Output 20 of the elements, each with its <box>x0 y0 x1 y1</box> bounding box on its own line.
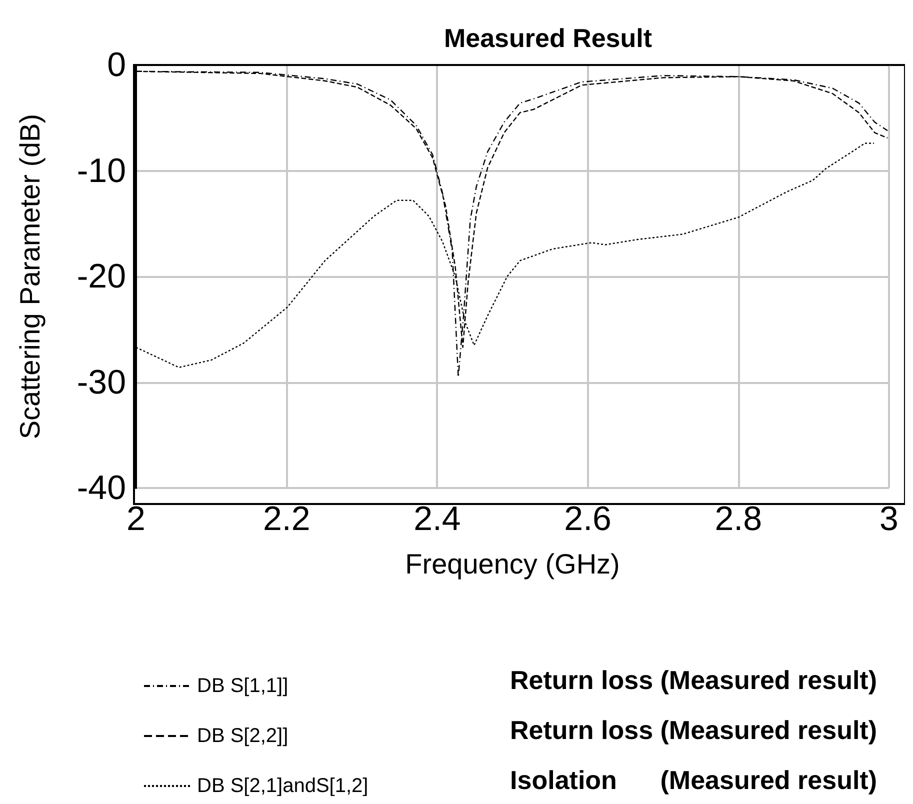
chart-title: Measured Result <box>444 23 652 53</box>
text: Isolation (Measured result) <box>510 765 878 795</box>
y-tick-label: -30 <box>76 363 126 402</box>
y-tick-label: 0 <box>107 46 126 84</box>
text: Return loss (Measured result) <box>510 715 878 745</box>
legend-label: DB S[1,1]] <box>197 675 288 697</box>
y-tick-label: -20 <box>76 258 126 296</box>
x-tick-label: 2.4 <box>414 500 461 538</box>
legend-label: DB S[2,1]andS[1,2] <box>197 775 368 797</box>
x-tick-label: 3 <box>880 500 898 538</box>
x-tick-label: 2.2 <box>262 500 310 538</box>
x-tick-label: 2 <box>126 500 146 538</box>
y-tick-label: -40 <box>76 469 126 507</box>
text: Return loss (Measured result) <box>510 665 878 695</box>
legend-label: DB S[2,2]] <box>197 725 288 747</box>
x-tick-label: 2.6 <box>564 500 612 538</box>
y-axis-title: Scattering Parameter (dB) <box>14 114 46 440</box>
x-axis-title: Frequency (GHz) <box>405 548 620 580</box>
x-tick-label: 2.8 <box>714 500 762 538</box>
y-tick-label: -10 <box>76 152 126 190</box>
